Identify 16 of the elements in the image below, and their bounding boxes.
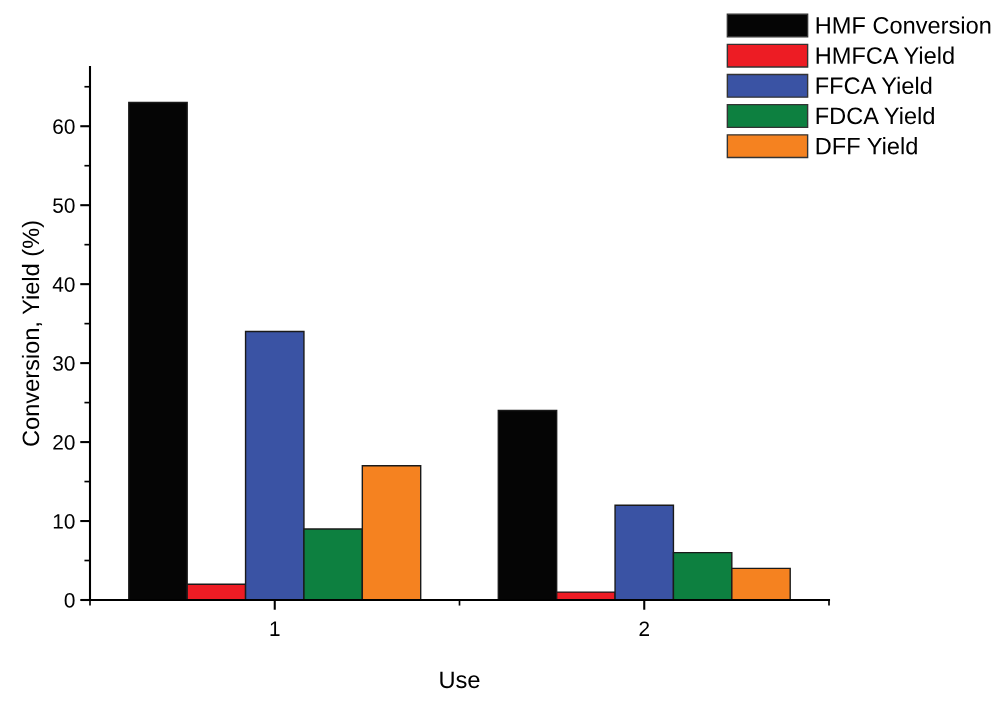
y-tick-label: 60	[53, 119, 75, 134]
y-axis-title: Conversion, Yield (%)	[21, 221, 44, 446]
x-axis-title: Use	[440, 671, 480, 689]
legend-label: FDCA Yield	[816, 106, 934, 125]
y-tick-label: 20	[53, 435, 75, 450]
y-tick-label: 40	[52, 277, 75, 292]
legend-label: HMF Conversion	[816, 16, 991, 34]
x-tick-label: 1	[270, 621, 280, 636]
y-tick-label: 10	[53, 514, 75, 529]
y-tick-label: 30	[53, 356, 75, 371]
legend-label: HMFCA Yield	[816, 46, 954, 64]
y-tick-label: 50	[53, 198, 75, 213]
x-tick-label: 2	[639, 621, 649, 636]
legend-label: DFF Yield	[816, 137, 917, 155]
legend-label: FFCA Yield	[816, 76, 932, 95]
y-tick-label: 0	[64, 593, 75, 608]
